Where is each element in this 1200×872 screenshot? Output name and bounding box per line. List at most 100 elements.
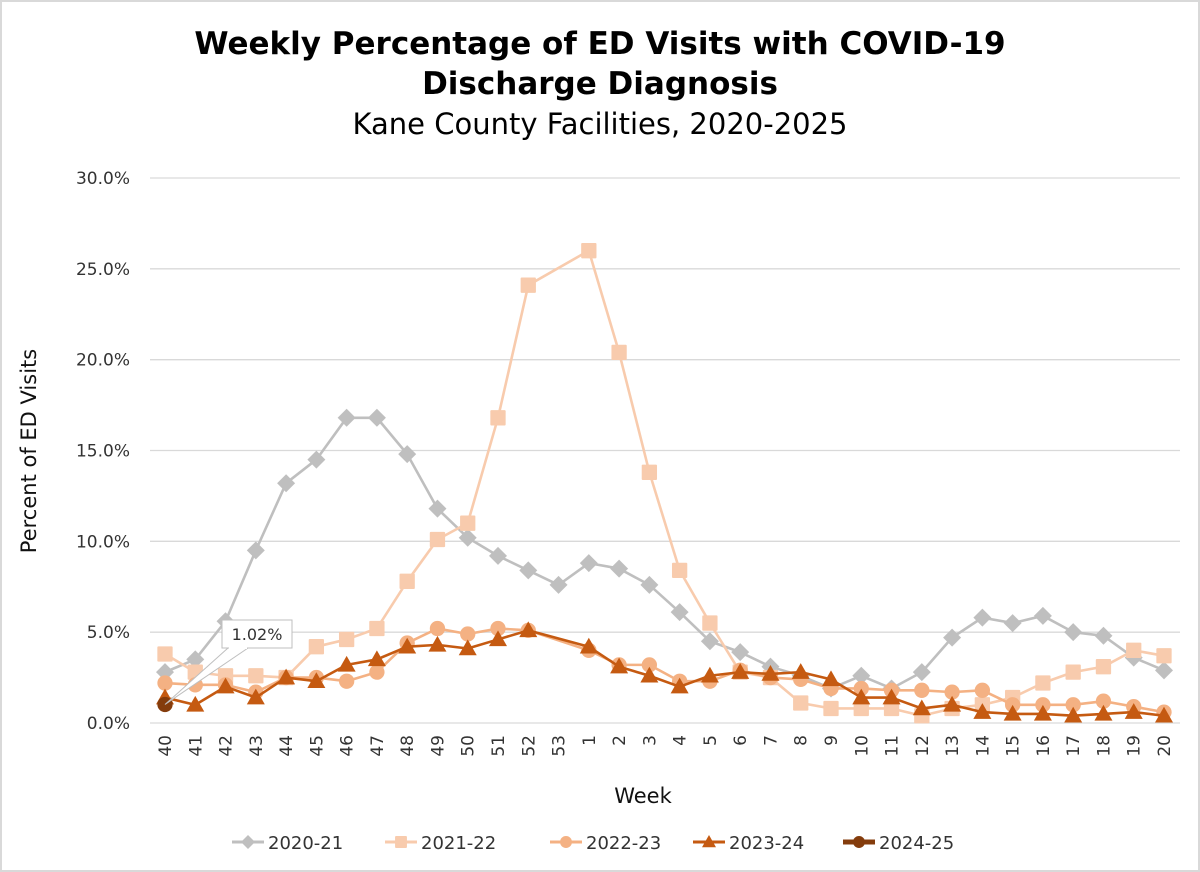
x-tick-label: 12 xyxy=(913,735,933,757)
x-tick-label: 50 xyxy=(459,735,479,757)
legend-item: 2024-25 xyxy=(843,833,954,854)
data-point xyxy=(1095,693,1112,709)
data-point xyxy=(246,688,265,705)
gridlines xyxy=(150,177,1180,724)
legend-item: 2023-24 xyxy=(693,833,804,854)
data-point xyxy=(1035,675,1051,691)
x-tick-label: 45 xyxy=(307,735,327,757)
data-point xyxy=(1064,706,1083,723)
data-point xyxy=(700,632,719,651)
legend-label: 2023-24 xyxy=(729,833,804,854)
data-point xyxy=(428,635,447,652)
legend-item: 2021-22 xyxy=(385,833,496,854)
data-point xyxy=(761,664,780,681)
data-point xyxy=(912,699,931,716)
legend: 2020-21 2021-22 2022-23 2023-24 2024-25 xyxy=(232,833,954,854)
legend-item: 2020-21 xyxy=(232,833,343,854)
data-point xyxy=(671,562,688,579)
chart-subtitle: Kane County Facilities, 2020-2025 xyxy=(352,107,848,141)
data-point xyxy=(641,657,658,673)
data-point xyxy=(277,668,296,685)
legend-label: 2022-23 xyxy=(586,833,661,854)
data-point xyxy=(700,666,719,683)
series-line xyxy=(164,416,1165,690)
x-tick-label: 14 xyxy=(973,735,993,757)
data-point xyxy=(581,243,597,259)
data-point xyxy=(1155,661,1173,680)
data-point xyxy=(367,408,386,427)
x-tick-label: 6 xyxy=(731,735,751,746)
data-point xyxy=(337,408,356,427)
data-point xyxy=(157,646,173,662)
legend-label: 2024-25 xyxy=(879,833,954,854)
data-point xyxy=(519,621,538,638)
x-tick-label: 2 xyxy=(610,735,630,746)
x-tick-label: 17 xyxy=(1064,735,1084,757)
data-point xyxy=(853,700,869,717)
x-tick-label: 43 xyxy=(247,735,267,757)
data-point xyxy=(490,620,506,637)
data-point xyxy=(186,695,205,712)
y-tick-label: 0.0% xyxy=(87,714,130,734)
data-point xyxy=(520,277,536,293)
data-point xyxy=(823,700,839,717)
data-point xyxy=(943,695,962,712)
y-axis-title: Percent of ED Visits xyxy=(17,349,41,553)
data-point xyxy=(852,666,871,685)
x-tick-label: 20 xyxy=(1155,735,1175,757)
data-point xyxy=(307,672,326,688)
data-point xyxy=(1155,706,1173,723)
x-tick-label: 16 xyxy=(1034,735,1054,757)
legend-marker xyxy=(395,836,407,848)
data-point xyxy=(579,637,598,654)
data-point xyxy=(369,620,385,637)
legend-marker xyxy=(853,836,865,848)
data-point xyxy=(308,639,325,655)
x-tick-label: 8 xyxy=(792,735,812,746)
data-point xyxy=(640,575,659,594)
series-2022-23 xyxy=(157,620,1172,720)
x-tick-label: 11 xyxy=(883,735,903,757)
data-point xyxy=(670,603,689,622)
data-point xyxy=(974,682,991,698)
legend-item: 2022-23 xyxy=(550,833,661,854)
y-tick-label: 10.0% xyxy=(76,532,130,552)
x-tick-label: 13 xyxy=(943,735,963,757)
data-point xyxy=(914,682,930,698)
data-point xyxy=(246,541,265,560)
data-point xyxy=(1065,664,1081,680)
x-tick-label: 10 xyxy=(852,735,872,757)
chart-title-line-1: Weekly Percentage of ED Visits with COVI… xyxy=(194,26,1006,62)
data-point xyxy=(369,664,385,680)
y-tick-label: 20.0% xyxy=(76,351,130,371)
data-point xyxy=(1156,648,1172,664)
x-tick-label: 5 xyxy=(701,735,721,746)
legend-label: 2020-21 xyxy=(268,833,343,854)
data-point xyxy=(1003,704,1022,721)
data-point xyxy=(702,615,718,631)
data-point xyxy=(1094,626,1113,645)
data-point xyxy=(641,464,658,480)
data-point xyxy=(731,663,750,679)
data-point xyxy=(640,666,659,683)
x-tick-label: 53 xyxy=(550,735,570,757)
x-tick-label: 42 xyxy=(217,735,237,757)
data-point xyxy=(943,628,962,647)
data-point xyxy=(428,499,447,518)
data-point xyxy=(1004,697,1021,713)
legend-marker xyxy=(241,835,255,849)
data-point xyxy=(670,677,689,694)
x-tick-label: 1 xyxy=(580,735,600,746)
data-point xyxy=(277,474,296,493)
data-label: 1.02% xyxy=(232,625,283,644)
data-point xyxy=(973,703,992,719)
data-point xyxy=(1003,614,1022,633)
data-point xyxy=(853,680,869,697)
x-tick-label: 19 xyxy=(1125,735,1145,757)
data-point xyxy=(458,639,477,656)
data-point xyxy=(156,663,174,682)
y-tick-label: 30.0% xyxy=(76,169,130,189)
y-tick-label: 15.0% xyxy=(76,442,130,462)
y-tick-label: 25.0% xyxy=(76,260,130,280)
